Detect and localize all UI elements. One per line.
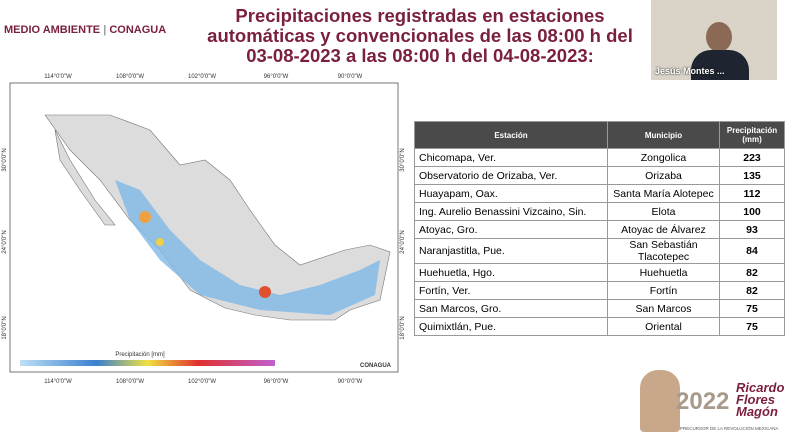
lon-label: 102°0'0"W: [188, 74, 216, 80]
cell: 93: [719, 220, 785, 239]
header-cell: Precipitación (mm): [719, 121, 785, 149]
lat-label: 24°0'0"N: [2, 230, 8, 253]
brand-left: MEDIO AMBIENTE: [4, 24, 101, 36]
row: Atoyac, Gro. Atoyac de Álvarez 93: [414, 220, 785, 239]
legend-bar: [20, 360, 275, 366]
cell: Oriental: [607, 317, 720, 336]
row: Huehuetla, Hgo. Huehuetla 82: [414, 263, 785, 282]
header-row: Estación Municipio Precipitación (mm): [414, 121, 785, 149]
person-head: [706, 22, 732, 52]
brand-right: CONAGUA: [109, 24, 167, 36]
row: San Marcos, Gro. San Marcos 75: [414, 299, 785, 318]
lon-label: 114°0'0"W: [44, 379, 72, 385]
row: Ing. Aurelio Benassini Vizcaino, Sin. Elo…: [414, 202, 785, 221]
title: Precipitaciones registradas en estacione…: [200, 6, 640, 66]
cell: 84: [719, 238, 785, 264]
cell: 82: [719, 263, 785, 282]
cell: Ing. Aurelio Benassini Vizcaino, Sin.: [414, 202, 608, 221]
lon-label: 96°0'0"W: [264, 379, 289, 385]
lon-label: 108°0'0"W: [116, 379, 144, 385]
lon-label: 102°0'0"W: [188, 379, 216, 385]
lon-label: 90°0'0"W: [338, 379, 363, 385]
legend-title: Precipitación [mm]: [115, 352, 165, 358]
rain-spot: [139, 211, 151, 223]
rain-spot: [259, 286, 271, 298]
lat-label: 30°0'0"N: [2, 148, 8, 171]
title-line: 03-08-2023 a las 08:00 h del 04-08-2023:: [246, 45, 594, 66]
title-line: automáticas y convencionales de las 08:0…: [207, 25, 633, 46]
cell: Atoyac, Gro.: [414, 220, 608, 239]
cell: Orizaba: [607, 166, 720, 185]
cell: Quimixtlán, Pue.: [414, 317, 608, 336]
cell: Atoyac de Álvarez: [607, 220, 720, 239]
header-cell: Municipio: [607, 121, 720, 149]
row: Fortín, Ver. Fortín 82: [414, 281, 785, 300]
brand: MEDIO AMBIENTE | CONAGUA: [4, 24, 167, 36]
row: Huayapam, Oax. Santa María Alotepec 112: [414, 184, 785, 203]
row: Chicomapa, Ver. Zongolica 223: [414, 148, 785, 167]
cell: Fortín, Ver.: [414, 281, 608, 300]
cell: Elota: [607, 202, 720, 221]
cell: Santa María Alotepec: [607, 184, 720, 203]
footer-caption: PRECURSOR DE LA REVOLUCIÓN MEXICANA: [680, 426, 779, 431]
cell: Fortín: [607, 281, 720, 300]
lat-label: 18°0'0"N: [2, 316, 8, 339]
rain-spot: [156, 238, 164, 246]
cell: Observatorio de Orizaba, Ver.: [414, 166, 608, 185]
cell: Zongolica: [607, 148, 720, 167]
lat-label: 24°0'0"N: [400, 230, 406, 253]
rain-area: [115, 180, 380, 315]
cell: 135: [719, 166, 785, 185]
cell: 82: [719, 281, 785, 300]
map-logo: CONAGUA: [360, 363, 392, 369]
row: Quimixtlán, Pue. Oriental 75: [414, 317, 785, 336]
portrait: [640, 370, 680, 432]
lon-label: 108°0'0"W: [116, 74, 144, 80]
cell: Naranjastitla, Pue.: [414, 238, 608, 264]
webcam: Jesús Montes ...: [651, 0, 777, 80]
footer-logo: 2022 Ricardo Flores Magón PRECURSOR DE L…: [640, 370, 790, 440]
cell: Huehuetla, Hgo.: [414, 263, 608, 282]
map: Precipitación [mm] CONAGUA 114°0'0"W 114°…: [2, 74, 406, 385]
cell: Huehuetla: [607, 263, 720, 282]
lon-label: 90°0'0"W: [338, 74, 363, 80]
cell: Huayapam, Oax.: [414, 184, 608, 203]
cell: San Marcos, Gro.: [414, 299, 608, 318]
row: Observatorio de Orizaba, Ver. Orizaba 135: [414, 166, 785, 185]
cell: 100: [719, 202, 785, 221]
footer-name: Ricardo Flores Magón: [736, 380, 785, 419]
row: Naranjastitla, Pue. San Sebastián Tlacote…: [414, 238, 785, 264]
header-cell: Estación: [414, 121, 608, 149]
cell: 223: [719, 148, 785, 167]
webcam-name: Jesús Montes ...: [655, 66, 725, 76]
lon-label: 114°0'0"W: [44, 74, 72, 80]
lat-label: 30°0'0"N: [400, 148, 406, 171]
cell: 75: [719, 299, 785, 318]
table: Estación Municipio Precipitación (mm) Ch…: [414, 121, 785, 336]
cell: Chicomapa, Ver.: [414, 148, 608, 167]
lon-label: 96°0'0"W: [264, 74, 289, 80]
cell: San Sebastián Tlacotepec: [607, 238, 720, 264]
footer-year: 2022: [676, 388, 730, 415]
title-line: Precipitaciones registradas en estacione…: [235, 5, 605, 26]
cell: 112: [719, 184, 785, 203]
cell: San Marcos: [607, 299, 720, 318]
cell: 75: [719, 317, 785, 336]
lat-label: 18°0'0"N: [400, 316, 406, 339]
person-body: [691, 50, 749, 80]
